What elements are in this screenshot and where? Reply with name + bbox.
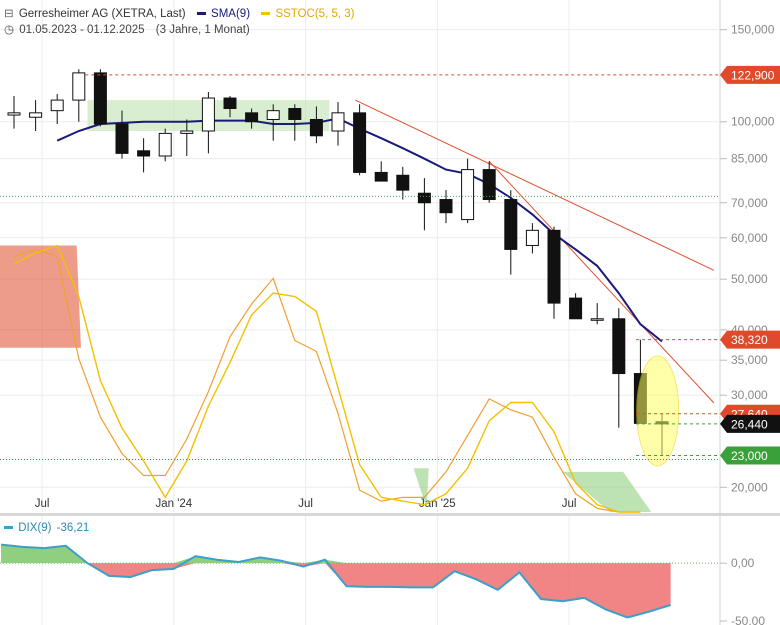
dix-swatch-icon (4, 526, 13, 530)
candle-body (504, 199, 518, 250)
sstoc-signal-line (13, 248, 641, 513)
dix-negative-area (1, 563, 671, 618)
price-tag (720, 65, 780, 84)
x-tick-label: Jan '24 (155, 498, 192, 510)
sstoc-line (13, 244, 641, 513)
candle-body (590, 318, 604, 321)
candle-body (50, 99, 64, 112)
candle-body (439, 199, 453, 214)
y-tick-label: 70,000 (731, 196, 768, 210)
candle-body (180, 130, 194, 134)
y-tick-label: 85,000 (731, 152, 768, 166)
y-tick-label: 50,000 (731, 272, 768, 286)
candle-body (353, 112, 367, 173)
candle-body (309, 118, 323, 137)
sstoc-legend[interactable]: SSTOC(5, 5, 3) (275, 8, 355, 20)
candle-body (374, 171, 388, 182)
candle-body (245, 112, 259, 123)
sstoc-swatch-icon (261, 12, 271, 16)
price-tag (720, 446, 780, 465)
candle-body (569, 297, 583, 320)
dix-tick-label: -50,00 (731, 614, 765, 625)
price-tag-label: 122,900 (731, 68, 775, 82)
y-tick-label: 60,000 (731, 231, 768, 245)
x-tick-label: Jul (298, 498, 313, 510)
candle-body (612, 318, 626, 375)
price-tag (720, 414, 780, 433)
sma-swatch-icon (196, 12, 206, 16)
overbought-zone (0, 245, 81, 348)
oversold-zone (562, 471, 652, 512)
clock-icon: ◷ (4, 24, 15, 36)
candle-body (115, 123, 129, 154)
candle-body (525, 229, 539, 246)
oversold-zone (413, 468, 429, 509)
dix-tick-label: 0,00 (731, 556, 755, 570)
candle-body (137, 150, 151, 157)
y-tick-label: 35,000 (731, 353, 768, 367)
candle-body (201, 97, 215, 132)
x-tick-label: Jul (562, 498, 577, 510)
trendline (355, 99, 715, 271)
candle-body (482, 169, 496, 201)
price-tag-label: 38,320 (731, 333, 768, 347)
price-tag-label: 26,440 (731, 417, 768, 431)
candle-body (266, 110, 280, 120)
candle-body (158, 132, 172, 157)
candle-body (223, 97, 237, 110)
chart-title: Gerresheimer AG (XETRA, Last) (18, 8, 186, 20)
price-tag-label: 23,000 (731, 449, 768, 463)
dix-positive-area (1, 544, 671, 564)
candle-body (417, 192, 431, 204)
y-tick-label: 20,000 (731, 480, 768, 494)
highlight-ellipse (636, 355, 680, 467)
dix-legend-value: -36,21 (56, 522, 90, 534)
candle-body (288, 108, 302, 120)
candle-body (93, 72, 107, 125)
date-range-text: 01.05.2023 - 01.12.2025 (19, 24, 145, 36)
y-tick-label: 150,000 (731, 23, 775, 37)
candle-body (29, 112, 43, 118)
collapse-icon[interactable]: ⊟ (4, 8, 14, 20)
dix-legend: DIX(9) -36,21 (4, 522, 91, 534)
dix-line (0, 543, 671, 619)
sma-legend[interactable]: SMA(9) (211, 8, 251, 20)
candle-body (396, 174, 410, 191)
candle-body (331, 112, 345, 132)
price-tag (720, 330, 780, 349)
candle-body (7, 112, 21, 116)
x-tick-label: Jan '25 (419, 498, 456, 510)
trendline (488, 161, 715, 404)
date-range-span: (3 Jahre, 1 Monat) (155, 24, 250, 36)
y-tick-label: 30,000 (731, 388, 768, 402)
candle-body (461, 169, 475, 221)
dix-legend-label[interactable]: DIX(9) (18, 522, 52, 534)
chart-legend: ⊟ Gerresheimer AG (XETRA, Last) SMA(9) S… (4, 6, 356, 20)
y-tick-label: 100,000 (731, 115, 775, 129)
candle-body (72, 72, 86, 101)
x-tick-label: Jul (35, 498, 50, 510)
panel-divider (0, 513, 780, 516)
candle-body (547, 229, 561, 304)
date-range: ◷ 01.05.2023 - 01.12.2025 (3 Jahre, 1 Mo… (4, 22, 252, 36)
